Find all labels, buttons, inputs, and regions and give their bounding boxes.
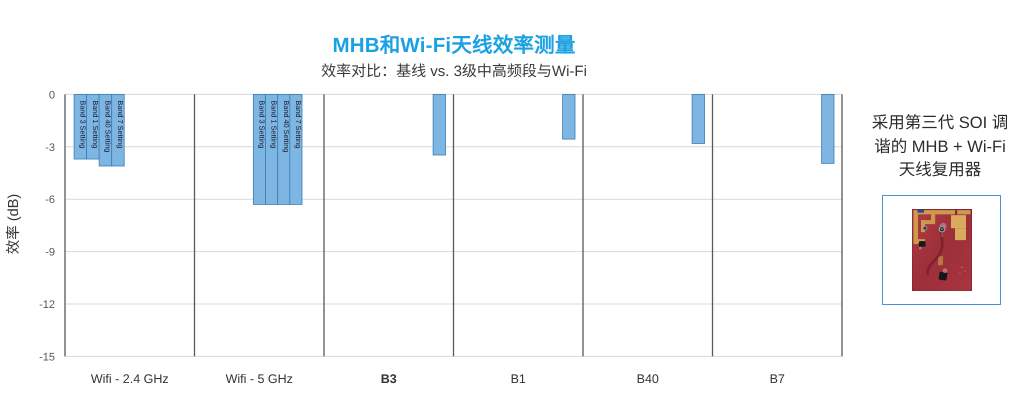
svg-text:-9: -9 <box>45 247 55 259</box>
svg-text:B3: B3 <box>381 372 397 386</box>
svg-text:Band 3 Setting: Band 3 Setting <box>78 100 87 148</box>
svg-text:Band 1 Setting: Band 1 Setting <box>91 100 100 148</box>
svg-text:0: 0 <box>49 89 55 101</box>
svg-text:-3: -3 <box>45 142 55 154</box>
svg-text:Band 7 Setting: Band 7 Setting <box>294 100 303 148</box>
svg-text:-12: -12 <box>39 299 55 311</box>
svg-text:B1: B1 <box>511 372 526 386</box>
svg-text:-6: -6 <box>45 194 55 206</box>
svg-text:效率 (dB): 效率 (dB) <box>5 194 22 254</box>
svg-text:Band 40 Setting: Band 40 Setting <box>103 100 112 152</box>
svg-text:Wifi - 2.4 GHz: Wifi - 2.4 GHz <box>91 372 169 386</box>
svg-text:B7: B7 <box>770 372 785 386</box>
svg-text:-15: -15 <box>39 351 55 363</box>
svg-text:Band 3 Setting: Band 3 Setting <box>257 100 266 148</box>
svg-text:Band 7 Setting: Band 7 Setting <box>116 100 125 148</box>
svg-text:Band 1 Setting: Band 1 Setting <box>270 100 279 148</box>
svg-text:Band 40 Setting: Band 40 Setting <box>282 100 291 152</box>
svg-text:B40: B40 <box>637 372 659 386</box>
svg-text:Wifi - 5 GHz: Wifi - 5 GHz <box>226 372 293 386</box>
